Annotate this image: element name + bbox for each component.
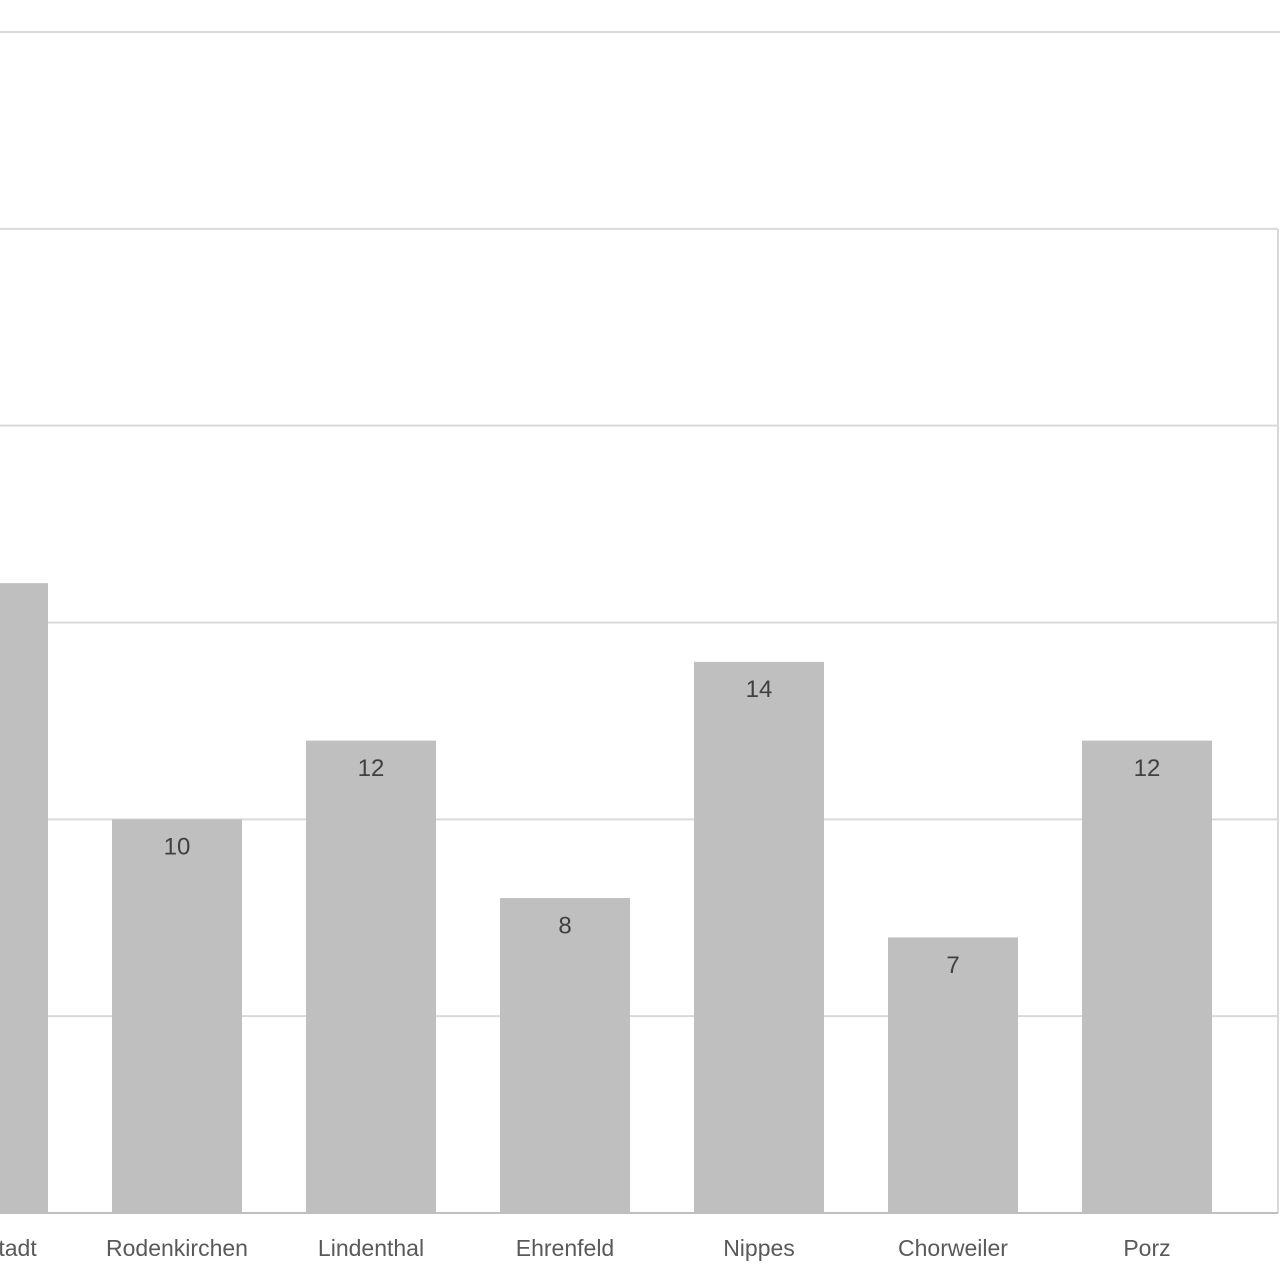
bar (694, 661, 824, 1213)
x-tick-label: Rodenkirchen (106, 1235, 248, 1261)
data-label: 12 (358, 755, 385, 782)
bar (112, 819, 242, 1213)
x-tick-label: Innenstadt (0, 1235, 37, 1261)
bar (1082, 740, 1212, 1213)
data-label: 14 (746, 676, 773, 703)
x-tick-label: Lindenthal (318, 1235, 424, 1261)
x-tick-label: Nippes (723, 1235, 795, 1261)
bar (0, 583, 48, 1213)
data-label: 7 (946, 952, 959, 979)
bar (306, 740, 436, 1213)
data-label: 8 (558, 912, 571, 939)
bar (500, 898, 630, 1213)
x-tick-label: Porz (1123, 1235, 1170, 1261)
data-label: 10 (164, 834, 191, 861)
x-tick-label: Ehrenfeld (516, 1235, 614, 1261)
x-tick-label: Chorweiler (898, 1235, 1008, 1261)
data-label: 12 (1134, 755, 1161, 782)
bar (888, 937, 1018, 1213)
